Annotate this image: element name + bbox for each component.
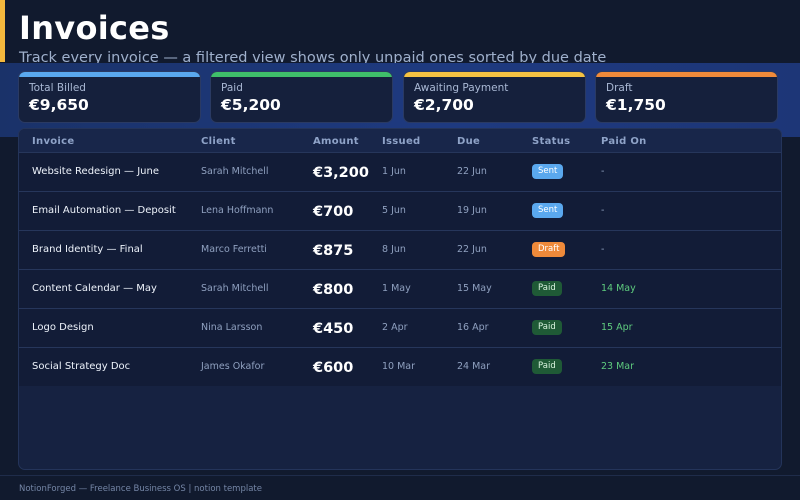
issued-date: 8 Jun [382,244,406,255]
table-row[interactable]: Social Strategy Doc James Okafor €600 10 Ma… [19,347,781,386]
status-badge: Sent [532,203,564,218]
table-row[interactable]: Content Calendar — May Sarah Mitchell €800… [19,269,781,308]
accent-bar [0,0,5,62]
invoice-table: Invoice Client Amount Issued Due Status … [18,128,782,470]
client-name: Sarah Mitchell [201,166,269,177]
due-date: 19 Jun [457,205,487,216]
due-date: 24 Mar [457,361,491,372]
column-header-invoice[interactable]: Invoice [32,136,75,147]
invoice-name: Social Strategy Doc [32,361,131,372]
card-color-strip [211,72,392,77]
card-value: €5,200 [221,96,281,114]
issued-date: 10 Mar [382,361,416,372]
amount-value: €700 [313,204,354,220]
page-subtitle: Track every invoice — a filtered view sh… [19,50,607,66]
paid-on-date: 23 Mar [601,361,635,372]
card-color-strip [19,72,200,77]
table-row[interactable]: Brand Identity — Final Marco Ferretti €875… [19,230,781,269]
paid-on-date: - [601,205,605,216]
status-badge: Draft [532,242,566,257]
issued-date: 1 May [382,283,411,294]
table-row[interactable]: Logo Design Nina Larsson €450 2 Apr 16 Apr Pa… [19,308,781,347]
status-badge: Sent [532,164,564,179]
amount-value: €800 [313,282,354,298]
client-name: Marco Ferretti [201,244,267,255]
summary-card-draft[interactable]: Draft €1,750 [595,71,778,123]
status-badge: Paid [532,320,562,335]
paid-on-date: 15 Apr [601,322,633,333]
card-color-strip [404,72,585,77]
amount-value: €3,200 [313,165,369,181]
summary-card-total-billed[interactable]: Total Billed €9,650 [18,71,201,123]
column-header-amount[interactable]: Amount [313,136,359,147]
due-date: 15 May [457,283,492,294]
column-header-status[interactable]: Status [532,136,571,147]
paid-on-date: - [601,166,605,177]
status-badge: Paid [532,359,562,374]
client-name: James Okafor [201,361,265,372]
page-title: Invoices [19,9,170,47]
card-color-strip [596,72,777,77]
card-label: Awaiting Payment [414,82,509,94]
summary-cards: Total Billed €9,650 Paid €5,200 Awaiting… [18,71,778,123]
due-date: 22 Jun [457,244,487,255]
card-value: €9,650 [29,96,89,114]
card-label: Total Billed [29,82,86,94]
client-name: Lena Hoffmann [201,205,274,216]
due-date: 16 Apr [457,322,489,333]
client-name: Nina Larsson [201,322,263,333]
column-header-client[interactable]: Client [201,136,236,147]
card-label: Draft [606,82,633,94]
amount-value: €450 [313,321,354,337]
summary-card-awaiting-payment[interactable]: Awaiting Payment €2,700 [403,71,586,123]
summary-card-paid[interactable]: Paid €5,200 [210,71,393,123]
amount-value: €600 [313,360,354,376]
amount-value: €875 [313,243,354,259]
table-row[interactable]: Email Automation — Deposit Lena Hoffmann €… [19,191,781,230]
issued-date: 2 Apr [382,322,408,333]
invoice-name: Email Automation — Deposit [32,205,176,216]
card-label: Paid [221,82,243,94]
status-badge: Paid [532,281,562,296]
table-header: Invoice Client Amount Issued Due Status … [19,129,781,153]
due-date: 22 Jun [457,166,487,177]
table-row[interactable]: Website Redesign — June Sarah Mitchell €3,… [19,152,781,191]
card-value: €2,700 [414,96,474,114]
footer-divider [0,475,800,476]
column-header-paid-on[interactable]: Paid On [601,136,647,147]
column-header-due[interactable]: Due [457,136,481,147]
invoice-name: Logo Design [32,322,94,333]
invoice-name: Website Redesign — June [32,166,160,177]
issued-date: 5 Jun [382,205,406,216]
invoice-name: Brand Identity — Final [32,244,143,255]
column-header-issued[interactable]: Issued [382,136,421,147]
page-header: Invoices Track every invoice — a filtere… [19,10,800,66]
card-value: €1,750 [606,96,666,114]
client-name: Sarah Mitchell [201,283,269,294]
footer-text: NotionForged — Freelance Business OS | n… [19,484,262,494]
issued-date: 1 Jun [382,166,406,177]
paid-on-date: 14 May [601,283,636,294]
paid-on-date: - [601,244,605,255]
invoice-name: Content Calendar — May [32,283,157,294]
